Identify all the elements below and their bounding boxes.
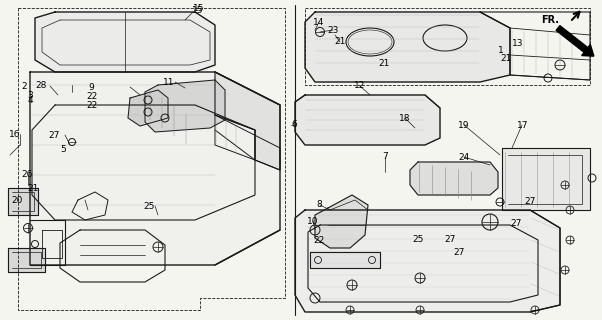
Text: 21: 21	[28, 184, 39, 193]
Text: 27: 27	[511, 219, 522, 228]
Text: 22: 22	[314, 236, 324, 245]
Polygon shape	[8, 188, 38, 215]
Text: 3: 3	[27, 91, 33, 100]
Polygon shape	[310, 252, 380, 268]
Text: 25: 25	[412, 235, 423, 244]
Text: 27: 27	[453, 248, 464, 257]
Text: 8: 8	[316, 200, 322, 209]
Text: 11: 11	[163, 78, 175, 87]
Text: FR.: FR.	[541, 15, 559, 25]
Text: 12: 12	[355, 81, 365, 90]
Text: 9: 9	[88, 83, 95, 92]
Text: 19: 19	[458, 121, 470, 130]
Text: 10: 10	[307, 217, 319, 226]
Text: 28: 28	[36, 81, 46, 90]
Text: 14: 14	[314, 18, 324, 27]
Text: 5: 5	[60, 145, 66, 154]
Polygon shape	[35, 12, 215, 72]
Text: 4: 4	[27, 96, 33, 105]
Polygon shape	[128, 90, 168, 126]
Text: 21: 21	[379, 59, 389, 68]
Text: 24: 24	[458, 153, 469, 162]
FancyArrow shape	[556, 26, 594, 56]
Text: 23: 23	[327, 26, 338, 35]
Text: 7: 7	[382, 152, 388, 161]
Polygon shape	[295, 95, 440, 145]
Text: 21: 21	[500, 54, 511, 63]
Text: 1: 1	[498, 46, 504, 55]
Polygon shape	[8, 248, 45, 272]
Text: 6: 6	[291, 120, 297, 129]
Text: 22: 22	[86, 92, 97, 100]
Text: 16: 16	[9, 130, 21, 139]
Polygon shape	[502, 148, 590, 210]
Text: 27: 27	[49, 131, 60, 140]
Polygon shape	[30, 72, 280, 265]
Polygon shape	[215, 72, 280, 170]
Text: 2: 2	[21, 82, 27, 91]
Polygon shape	[305, 12, 510, 82]
Text: 25: 25	[144, 202, 155, 211]
Polygon shape	[145, 80, 225, 132]
Text: 20: 20	[11, 196, 22, 205]
Polygon shape	[410, 162, 498, 195]
Text: 27: 27	[524, 197, 535, 206]
Text: 17: 17	[517, 121, 529, 130]
Text: 15: 15	[193, 4, 205, 13]
Text: 21: 21	[335, 37, 346, 46]
Text: 26: 26	[22, 170, 33, 179]
Text: 15: 15	[192, 5, 203, 14]
Polygon shape	[295, 210, 560, 312]
Text: 13: 13	[512, 39, 524, 48]
Text: 27: 27	[445, 236, 456, 244]
Text: 22: 22	[86, 101, 97, 110]
Text: 18: 18	[399, 114, 411, 123]
Polygon shape	[315, 195, 368, 248]
